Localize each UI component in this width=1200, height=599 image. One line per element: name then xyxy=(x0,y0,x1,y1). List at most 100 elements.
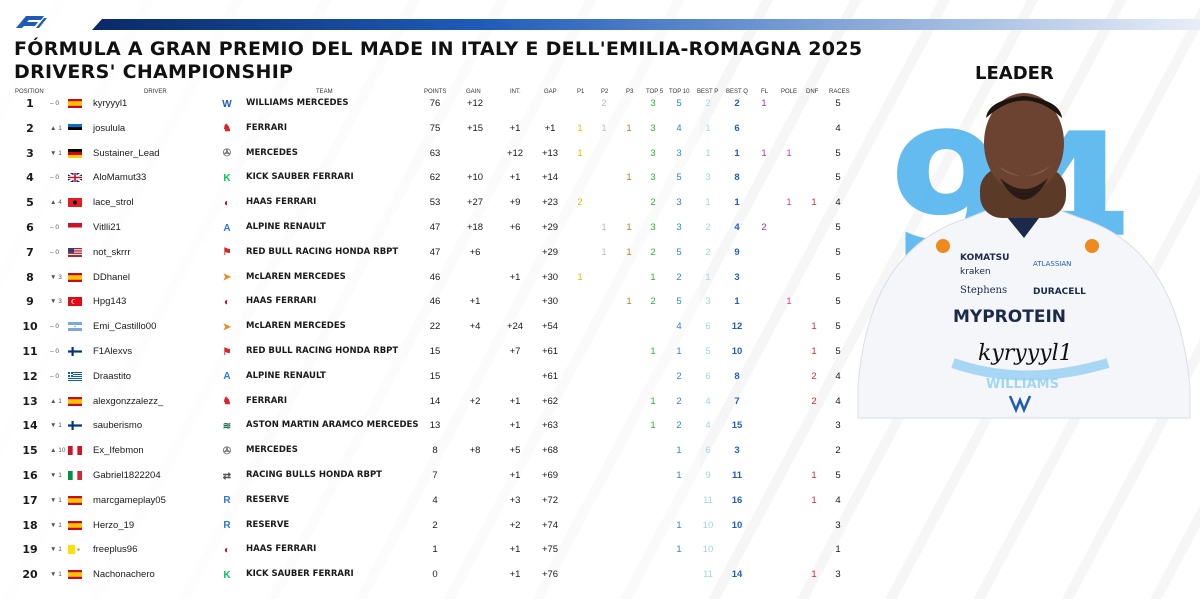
driver-name: freeplus96 xyxy=(93,544,138,556)
gain: +4 xyxy=(469,321,481,333)
table-row: 13 ▲ 1 alexgonzzalezz_ ♞ FERRARI 14 +2 +1 +62 1 2 4… xyxy=(0,390,880,414)
gap: +13 xyxy=(541,147,559,159)
team-name: MERCEDES xyxy=(246,147,298,158)
gap: +62 xyxy=(541,395,559,407)
stat-p2: 1 xyxy=(601,122,607,134)
points: 22 xyxy=(429,321,441,333)
races: 5 xyxy=(835,346,841,357)
position-change: ▲ 1 xyxy=(50,124,62,132)
team-logo-icon: ≋ xyxy=(222,420,232,432)
gain: +15 xyxy=(466,122,484,134)
team-name: FERRARI xyxy=(246,122,287,133)
driver-name: Ex_Ifebmon xyxy=(93,445,144,457)
flag-icon xyxy=(68,297,82,307)
stat-dnf: 1 xyxy=(811,494,817,506)
stat-dnf: 2 xyxy=(811,395,817,407)
position: 10 xyxy=(22,320,38,334)
stat-top10: 4 xyxy=(676,122,682,134)
position: 17 xyxy=(22,493,38,507)
team-name: RESERVE xyxy=(246,519,290,530)
driver-name: Vitlli21 xyxy=(93,222,121,233)
stat-pole: 1 xyxy=(786,296,792,308)
stat-best-q: 8 xyxy=(734,172,740,184)
interval: +24 xyxy=(506,321,524,333)
flag-icon xyxy=(67,172,83,184)
stat-best-q: 6 xyxy=(734,122,740,134)
stat-best-q: 9 xyxy=(734,246,740,258)
stat-dnf: 1 xyxy=(811,321,817,333)
stat-best-p: 6 xyxy=(705,370,711,382)
team-logo-icon: R xyxy=(223,495,231,507)
races: 3 xyxy=(835,519,841,531)
position-change: ▼ 3 xyxy=(50,298,62,306)
team-name: McLAREN MERCEDES xyxy=(246,271,346,282)
position-change: – 0 xyxy=(50,372,60,380)
stat-top5: 1 xyxy=(650,420,656,432)
stat-best-p: 1 xyxy=(705,147,711,159)
stat-best-p: 4 xyxy=(705,395,711,407)
stat-best-q: 12 xyxy=(731,321,743,333)
team-logo-icon: K xyxy=(223,172,231,184)
flag-icon xyxy=(68,198,82,208)
stat-top10: 2 xyxy=(676,370,682,382)
team-logo-icon: ✇ xyxy=(222,148,232,160)
gap: +29 xyxy=(541,246,559,258)
position: 4 xyxy=(26,171,34,185)
points: 1 xyxy=(432,544,438,556)
gain: +6 xyxy=(469,246,481,258)
driver-name: Hpg143 xyxy=(93,296,127,308)
page-subtitle: DRIVERS' CHAMPIONSHIP xyxy=(14,61,294,83)
header-bar xyxy=(92,19,1200,30)
points: 2 xyxy=(432,519,438,531)
leader-label: LEADER xyxy=(975,63,1054,84)
gap: +1 xyxy=(544,122,556,134)
points: 7 xyxy=(432,470,438,481)
table-row: 10 – 0 Emi_Castillo00 ➤ McLAREN MERCEDES 22 +4… xyxy=(0,315,880,339)
stat-best-p: 10 xyxy=(702,519,714,531)
team-name: McLAREN MERCEDES xyxy=(246,321,346,332)
points: 47 xyxy=(429,246,441,258)
races: 5 xyxy=(835,470,841,481)
points: 13 xyxy=(429,420,441,432)
team-logo-icon: R xyxy=(223,520,231,532)
col-top5: TOP 5 xyxy=(646,89,664,95)
stat-p3: 1 xyxy=(626,296,632,308)
driver-name: Sustainer_Lead xyxy=(93,147,160,159)
interval: +1 xyxy=(509,420,521,432)
stat-top5: 3 xyxy=(650,98,656,109)
position-change: ▼ 1 xyxy=(50,149,62,157)
gain: +2 xyxy=(469,395,481,407)
leader-team-tag: WILLIAMS xyxy=(986,377,1059,392)
position-change: – 0 xyxy=(50,224,60,231)
position-change: ▲ 1 xyxy=(50,397,62,405)
flag-icon xyxy=(68,471,82,480)
col-pole: POLE xyxy=(781,89,798,95)
col-gain: GAIN xyxy=(466,89,481,95)
interval: +7 xyxy=(509,346,521,357)
table-row: 17 ▼ 1 marcgameplay05 R RESERVE 4 +3 +72 11 16 1 4 xyxy=(0,489,880,513)
stat-best-q: 14 xyxy=(731,569,743,581)
stat-top10: 3 xyxy=(676,197,682,209)
gain: +1 xyxy=(469,296,481,308)
races: 1 xyxy=(835,544,841,556)
stat-pole: 1 xyxy=(786,197,792,209)
stat-dnf: 1 xyxy=(811,470,817,481)
position: 2 xyxy=(26,121,34,135)
team-name: HAAS FERRARI xyxy=(246,544,317,555)
stat-top5: 2 xyxy=(650,296,656,308)
stat-best-p: 10 xyxy=(702,544,714,556)
stat-best-p: 2 xyxy=(705,222,711,233)
driver-name: josulula xyxy=(93,122,126,134)
points: 0 xyxy=(432,569,438,581)
gap: +14 xyxy=(541,172,559,184)
svg-text:kraken: kraken xyxy=(960,267,991,277)
stat-best-q: 1 xyxy=(734,296,740,308)
driver-name: Emi_Castillo00 xyxy=(93,321,157,333)
gain: +10 xyxy=(466,172,484,184)
table-row: 16 ▼ 1 Gabriel1822204 ⇄ RACING BULLS HONDA R… xyxy=(0,464,880,488)
col-p3: P3 xyxy=(626,89,634,95)
points: 14 xyxy=(429,395,441,407)
table-row: 20 ▼ 1 Nachonachero K KICK SAUBER FERRARI 0 +1… xyxy=(0,563,880,587)
stat-fl: 2 xyxy=(761,222,767,233)
driver-name: DDhanel xyxy=(93,271,130,283)
